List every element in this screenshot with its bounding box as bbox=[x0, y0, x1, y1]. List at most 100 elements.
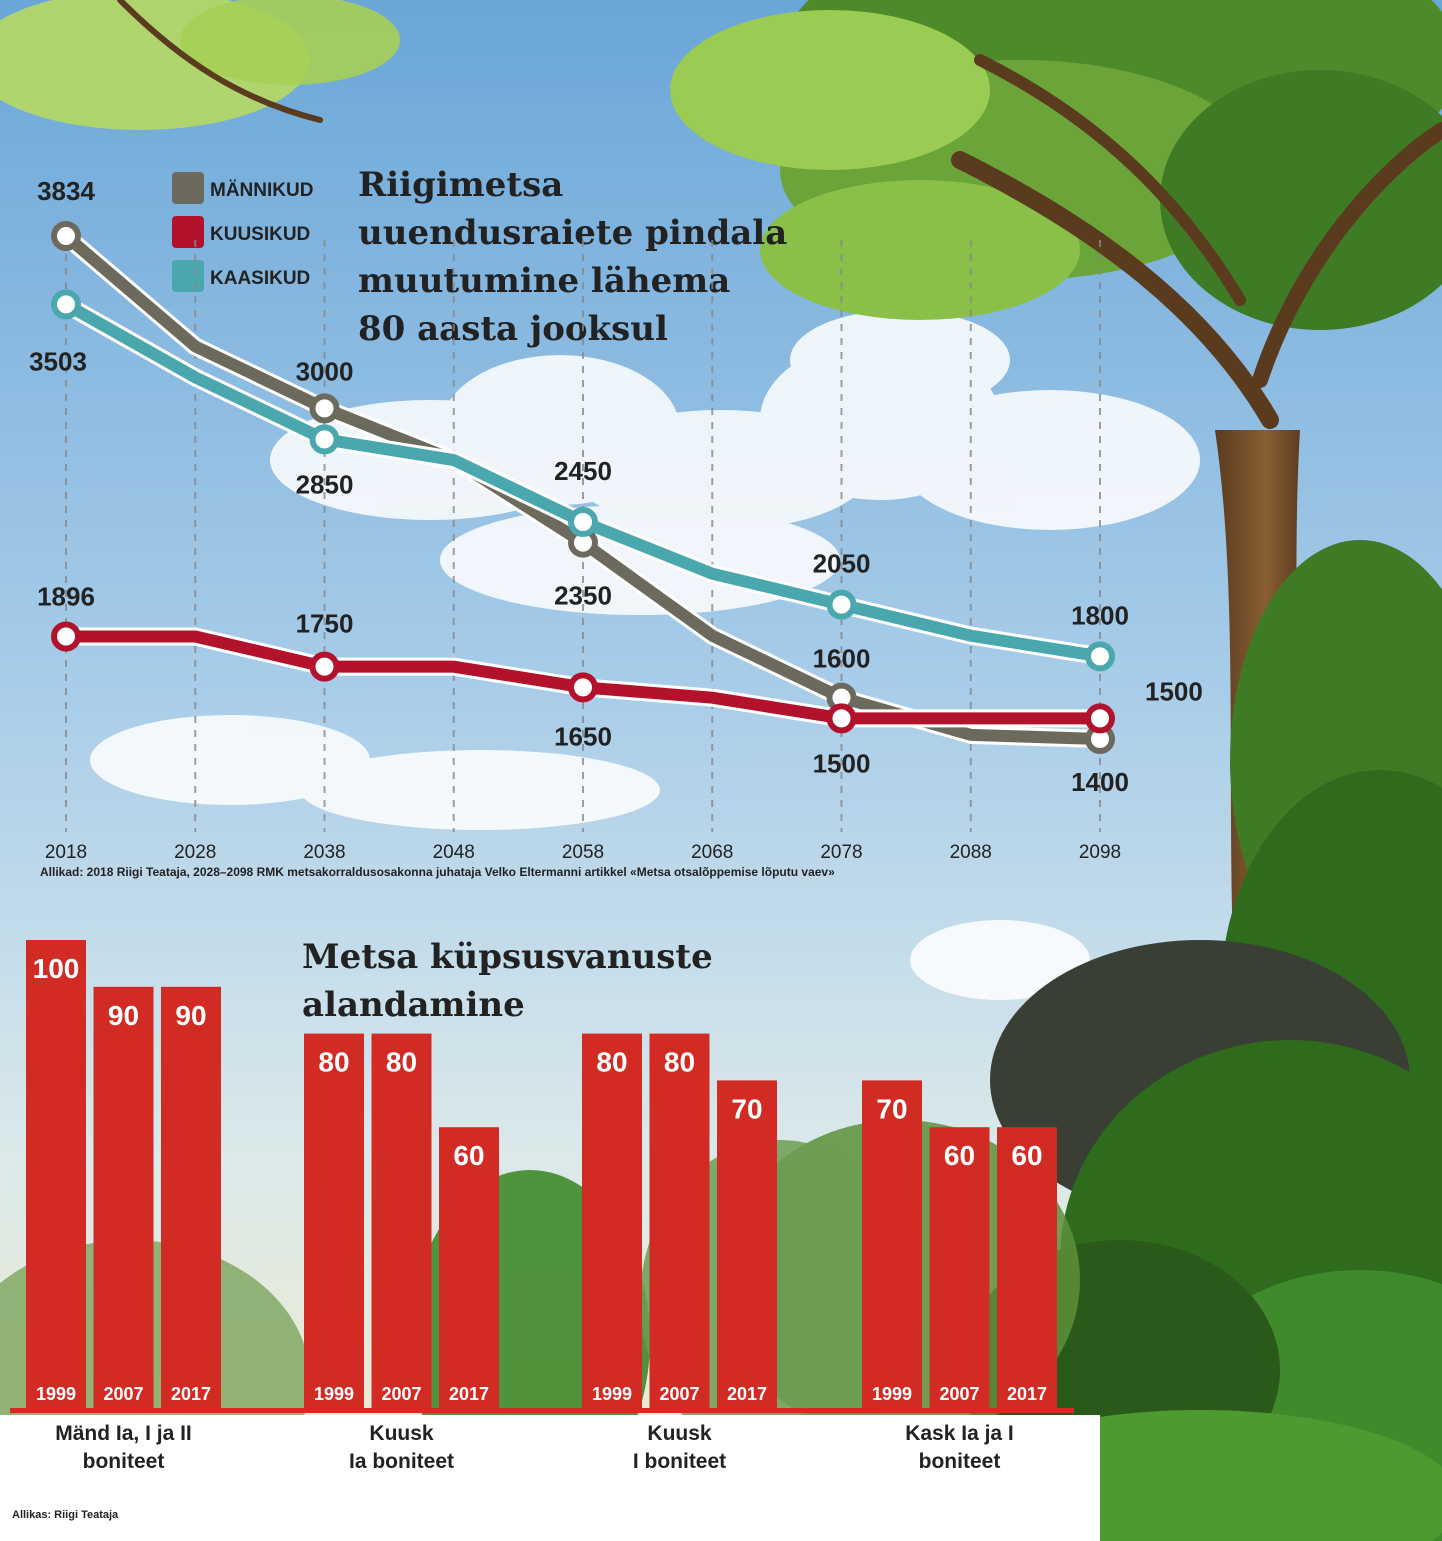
data-label: 1500 bbox=[1145, 676, 1203, 706]
tree-branches bbox=[117, 0, 1442, 429]
data-label: 2350 bbox=[554, 581, 612, 611]
group-label: Kask Ia ja I bbox=[905, 1422, 1014, 1445]
title-line: muutumine lähema bbox=[358, 261, 730, 301]
bar-year-label: 1999 bbox=[36, 1384, 76, 1404]
bar-value-label: 80 bbox=[318, 1047, 349, 1078]
data-label: 2050 bbox=[813, 549, 871, 579]
bar bbox=[439, 1127, 499, 1408]
bar bbox=[371, 1033, 432, 1408]
group-label: boniteet bbox=[919, 1450, 1001, 1473]
marker bbox=[51, 221, 81, 251]
x-axis-ticks: 2018 2028 2038 2048 2058 2068 2078 2088 2098 bbox=[45, 842, 1121, 863]
bar bbox=[997, 1127, 1057, 1408]
line-chart-source: Allikad: 2018 Riigi Teataja, 2028–2098 R… bbox=[40, 865, 835, 879]
bar-year-label: 2017 bbox=[727, 1384, 767, 1404]
bar-year-label: 2017 bbox=[1007, 1384, 1047, 1404]
data-label: 1750 bbox=[296, 609, 354, 639]
data-labels: 3834 3000 2350 1600 1400 1896 1750 1650 1500 1500… bbox=[29, 176, 1203, 797]
bar-year-label: 1999 bbox=[872, 1384, 912, 1404]
marker bbox=[568, 507, 598, 538]
title-line: uuendusraiete pindala bbox=[358, 213, 787, 253]
bar bbox=[93, 986, 154, 1408]
title-line: 80 aasta jooksul bbox=[358, 309, 668, 349]
x-tick-label: 2018 bbox=[45, 842, 87, 863]
legend-label: KAASIKUD bbox=[210, 268, 310, 289]
bar-value-label: 80 bbox=[596, 1047, 627, 1078]
bar-year-label: 2017 bbox=[171, 1384, 211, 1404]
marker bbox=[826, 703, 857, 734]
x-tick-label: 2058 bbox=[562, 842, 604, 863]
bar-chart: Metsa küpsusvanuste alandamine 100 1999 90 2… bbox=[10, 937, 1074, 1521]
bar bbox=[649, 1033, 710, 1408]
bar-value-label: 100 bbox=[33, 953, 80, 984]
data-label: 1650 bbox=[554, 721, 612, 751]
bar bbox=[161, 986, 221, 1408]
bar-year-label: 1999 bbox=[592, 1384, 632, 1404]
bar-chart-title: Metsa küpsusvanuste alandamine bbox=[302, 937, 713, 1025]
bar-value-label: 60 bbox=[944, 1140, 975, 1171]
bar-year-label: 2007 bbox=[939, 1384, 979, 1404]
data-label: 1600 bbox=[813, 644, 871, 674]
bar bbox=[582, 1033, 642, 1408]
marker bbox=[1085, 641, 1115, 672]
bar-value-label: 80 bbox=[664, 1047, 695, 1078]
bar-title-line: Metsa küpsusvanuste bbox=[302, 937, 713, 977]
x-tick-label: 2078 bbox=[820, 842, 862, 863]
group-label: Ia boniteet bbox=[349, 1450, 454, 1473]
line-chart-title: Riigimetsa uuendusraiete pindala muutumine… bbox=[358, 165, 787, 349]
marker bbox=[1085, 703, 1115, 734]
bar bbox=[862, 1080, 922, 1408]
bar-year-label: 1999 bbox=[314, 1384, 354, 1404]
data-label: 3503 bbox=[29, 346, 87, 376]
legend-label: MÄNNIKUD bbox=[210, 180, 313, 201]
marker bbox=[568, 672, 598, 703]
bar-value-label: 70 bbox=[876, 1093, 907, 1124]
bar-value-label: 70 bbox=[731, 1093, 762, 1124]
legend-label: KUUSIKUD bbox=[210, 224, 310, 245]
bar bbox=[929, 1127, 990, 1408]
group-label: I boniteet bbox=[633, 1450, 726, 1473]
bar bbox=[717, 1080, 777, 1408]
marker bbox=[51, 289, 81, 320]
x-tick-label: 2038 bbox=[303, 842, 345, 863]
bar-year-label: 2007 bbox=[381, 1384, 421, 1404]
group-label: Kuusk bbox=[647, 1422, 712, 1445]
group-label: boniteet bbox=[83, 1450, 165, 1473]
bar bbox=[304, 1033, 364, 1408]
bar-title-line: alandamine bbox=[302, 985, 525, 1025]
data-markers bbox=[51, 221, 1115, 754]
legend-swatch-1 bbox=[172, 172, 204, 204]
data-label: 1500 bbox=[813, 748, 871, 778]
bar bbox=[26, 940, 86, 1408]
x-tick-label: 2098 bbox=[1079, 842, 1121, 863]
bar-value-label: 90 bbox=[108, 1000, 139, 1031]
bar-year-label: 2017 bbox=[449, 1384, 489, 1404]
data-label: 1896 bbox=[37, 581, 95, 611]
data-label: 3834 bbox=[37, 176, 95, 206]
title-line: Riigimetsa bbox=[358, 165, 563, 205]
marker bbox=[51, 621, 81, 652]
bar-value-label: 60 bbox=[453, 1140, 484, 1171]
undergrowth bbox=[0, 1140, 1100, 1541]
data-label: 1400 bbox=[1071, 767, 1129, 797]
group-label: Mänd Ia, I ja II bbox=[55, 1422, 192, 1445]
data-label: 2450 bbox=[554, 456, 612, 486]
marker bbox=[826, 589, 857, 620]
x-tick-label: 2028 bbox=[174, 842, 216, 863]
data-label: 3000 bbox=[296, 356, 354, 386]
line-chart: Riigimetsa uuendusraiete pindala muutumine… bbox=[29, 165, 1203, 879]
bar-value-label: 60 bbox=[1011, 1140, 1042, 1171]
bar-year-label: 2007 bbox=[659, 1384, 699, 1404]
marker bbox=[309, 424, 340, 455]
data-label: 1800 bbox=[1071, 600, 1129, 630]
marker bbox=[309, 651, 340, 682]
bar-chart-source: Allikas: Riigi Teataja bbox=[12, 1509, 119, 1521]
bar-value-label: 90 bbox=[175, 1000, 206, 1031]
marker bbox=[309, 393, 340, 424]
bar-year-label: 2007 bbox=[103, 1384, 143, 1404]
tree-canopy bbox=[0, 0, 1442, 330]
legend-swatch-3 bbox=[172, 260, 204, 292]
